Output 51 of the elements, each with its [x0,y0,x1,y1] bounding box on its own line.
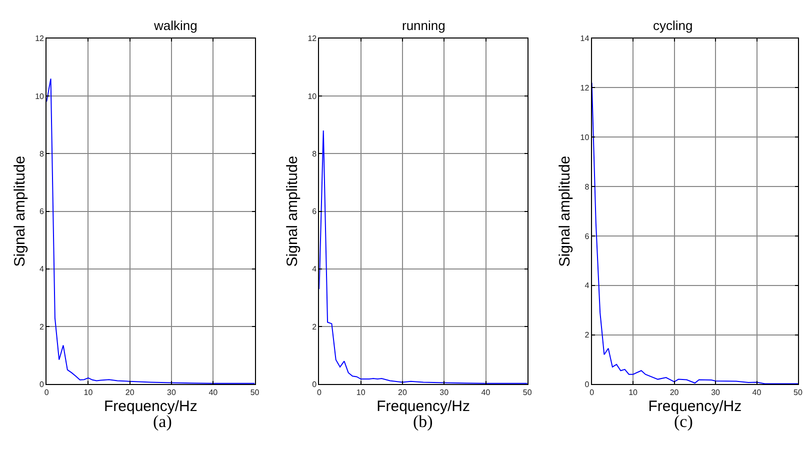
x-tick-label: 10 [356,388,366,397]
y-axis-title: Signal amplitude [556,156,574,267]
y-tick-label: 6 [40,207,45,216]
x-tick-label: 30 [167,388,177,397]
y-tick-label: 8 [584,182,590,192]
y-tick-label: 2 [312,322,318,332]
chart-title: walking [153,18,198,33]
line-series [46,78,255,384]
chart-title: running [402,18,446,33]
line-series [592,82,798,384]
y-tick-label: 2 [584,330,590,340]
x-axis-title: Frequency/Hz [376,398,470,415]
y-tick-label: 0 [312,380,318,390]
x-tick-label: 20 [125,388,135,397]
text: (c) [674,412,693,431]
x-tick-label: 20 [670,388,680,397]
y-tick-label: 10 [308,92,318,101]
y-tick-label: 12 [580,84,590,93]
y-tick-label: 6 [584,232,590,241]
y-tick-label: 6 [312,207,318,216]
x-tick-label: 10 [628,388,638,397]
y-tick-label: 10 [35,92,45,101]
y-tick-label: 12 [35,34,45,44]
x-tick-label: 30 [711,388,721,397]
x-axis-title: Frequency/Hz [104,398,198,415]
x-tick-label: 40 [208,388,218,397]
text: (b) [413,412,433,431]
x-tick-label: 50 [250,388,260,397]
line-series [319,130,528,384]
x-axis-title: Frequency/Hz [648,398,742,415]
y-tick-label: 12 [308,34,318,44]
y-tick-label: 2 [40,322,45,332]
y-tick-label: 4 [40,264,45,274]
x-tick-label: 50 [522,388,532,397]
y-axis-title: Signal amplitude [11,156,28,267]
x-tick-label: 30 [440,388,450,397]
x-tick-label: 40 [481,388,491,397]
y-tick-label: 14 [580,34,590,44]
x-tick-label: 40 [752,388,762,397]
y-tick-label: 0 [584,380,590,390]
y-tick-label: 0 [40,380,45,390]
y-tick-label: 8 [40,149,45,158]
y-tick-label: 4 [584,281,590,290]
chart-title: cycling [653,18,693,33]
y-tick-label: 10 [580,132,590,142]
y-tick-label: 4 [312,264,318,274]
x-tick-label: 10 [84,388,94,397]
y-axis-title: Signal amplitude [284,156,301,267]
x-tick-label: 50 [794,388,803,397]
y-tick-label: 8 [312,149,318,158]
x-tick-label: 20 [398,388,408,397]
